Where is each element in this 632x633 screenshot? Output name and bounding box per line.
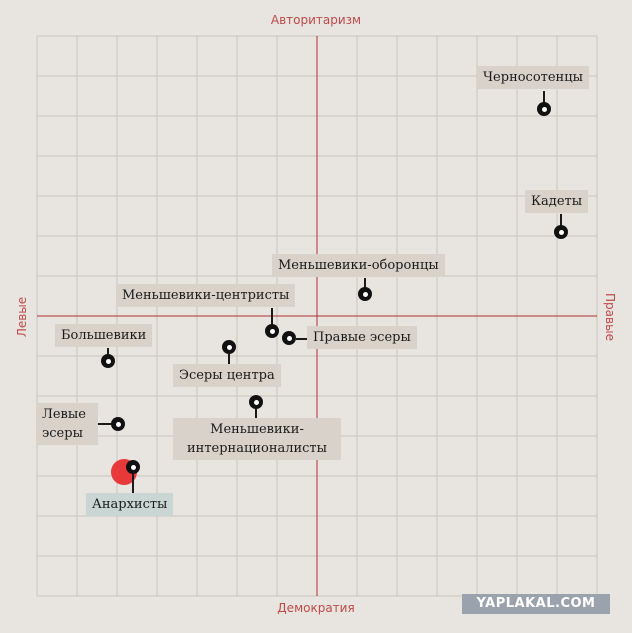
dot-men-oborontsy xyxy=(358,287,372,301)
stem-men-internats xyxy=(255,409,257,419)
stem-men-oborontsy xyxy=(364,278,366,292)
axis-label-authoritarian: Авторитаризм xyxy=(270,13,362,27)
stem-bolsheviki xyxy=(107,348,109,356)
label-pravye-esery: Правые эсеры xyxy=(307,326,417,349)
stem-pravye-esery xyxy=(296,338,308,340)
stem-esery-tsentra xyxy=(228,354,230,364)
label-chernosotentsy: Черносотенцы xyxy=(477,66,589,89)
dot-men-internats xyxy=(249,395,263,409)
label-levye-esery-line1: Левые xyxy=(42,407,86,422)
label-men-internats-line1: Меньшевики- xyxy=(210,422,304,437)
stem-men-tsentristy xyxy=(271,308,273,328)
dot-esery-tsentra xyxy=(222,340,236,354)
watermark-logo: YAPLAKAL.COM xyxy=(462,594,610,614)
label-anarkhisty: Анархисты xyxy=(86,493,174,516)
stem-levye-esery xyxy=(98,423,112,425)
dot-pravye-esery xyxy=(282,331,296,345)
label-levye-esery: Левые эсеры xyxy=(36,403,98,445)
label-men-internats: Меньшевики- интернационалисты xyxy=(173,418,341,460)
label-men-tsentristy: Меньшевики-центристы xyxy=(116,284,296,307)
label-esery-tsentra: Эсеры центра xyxy=(173,364,281,387)
stem-kadety xyxy=(560,214,562,230)
dot-men-tsentristy xyxy=(265,324,279,338)
dot-chernosotentsy xyxy=(537,102,551,116)
label-bolsheviki: Большевики xyxy=(55,324,153,347)
axis-label-right: Правые xyxy=(603,293,617,341)
dot-anarkhisty xyxy=(126,460,140,474)
label-men-internats-line2: интернационалисты xyxy=(187,441,327,456)
axis-label-democracy: Демократия xyxy=(277,601,355,615)
axis-label-left: Левые xyxy=(15,296,29,338)
dot-levye-esery xyxy=(111,417,125,431)
label-men-oborontsy: Меньшевики-оборонцы xyxy=(272,254,445,277)
dot-bolsheviki xyxy=(101,354,115,368)
stem-chernosotentsy xyxy=(543,91,545,107)
label-kadety: Кадеты xyxy=(525,190,589,213)
stem-anarkhisty xyxy=(132,474,134,493)
label-levye-esery-line2: эсеры xyxy=(42,426,83,441)
dot-kadety xyxy=(554,225,568,239)
